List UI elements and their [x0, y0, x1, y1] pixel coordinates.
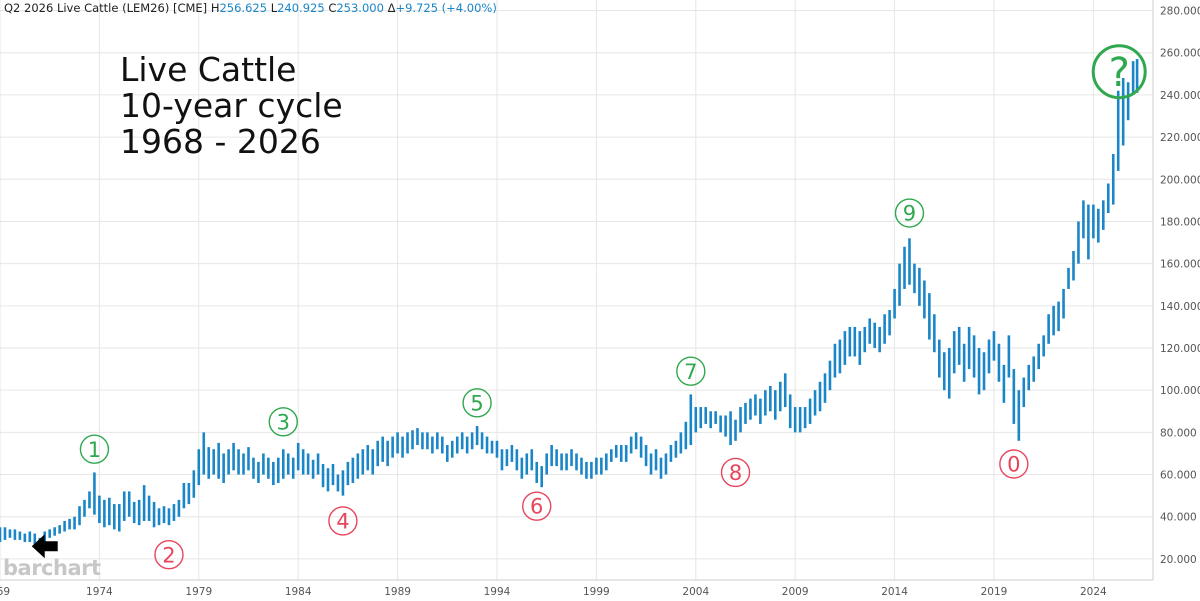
y-tick-label: 140.000 [1160, 301, 1200, 313]
left-arrow-icon [31, 534, 58, 559]
cycle-high-marker-ring [462, 388, 492, 418]
cycle-low-marker-ring [328, 506, 358, 536]
change-value: +9.725 (+4.00%) [395, 1, 497, 15]
cycle-low-marker: 6 [522, 491, 552, 521]
y-tick-label: 260.000 [1160, 48, 1200, 60]
y-tick-label: 120.000 [1160, 343, 1200, 355]
close-label: C [328, 1, 337, 15]
x-tick-label: 1999 [583, 586, 610, 598]
cycle-low-marker-label: 0 [1007, 453, 1020, 477]
cycle-low-marker: 2 [154, 539, 184, 570]
cycle-high-marker-label: 5 [470, 391, 483, 415]
price-bars [0, 59, 1139, 545]
x-tick-label: 1974 [86, 586, 113, 598]
cycle-low-marker-ring [154, 539, 184, 570]
contract-name: Q2 2026 Live Cattle (LEM26) [CME] [4, 1, 208, 15]
low-value: 240.925 [277, 1, 325, 15]
cycle-low-marker: 8 [720, 457, 751, 488]
y-tick-label: 200.000 [1160, 174, 1200, 186]
cycle-high-marker-ring [79, 434, 110, 464]
gridlines [0, 0, 1153, 580]
high-value: 256.625 [219, 1, 268, 15]
x-tick-label: 1979 [185, 586, 212, 598]
barchart-logo: barchart [3, 556, 101, 580]
y-tick-label: 240.000 [1160, 90, 1200, 102]
cycle-high-marker-label: 1 [88, 438, 101, 462]
chart-annotation: Live Cattle 10-year cycle 1968 - 2026 [120, 52, 343, 160]
x-tick-label: 2004 [682, 586, 709, 598]
cycle-low-marker-label: 8 [729, 461, 742, 485]
cycle-question-mark: ? [1091, 44, 1147, 100]
x-tick-label: 1989 [384, 586, 411, 598]
cycle-high-marker: 9 [894, 198, 925, 228]
annotation-line-1: Live Cattle [120, 50, 297, 89]
cycle-low-marker-label: 6 [530, 495, 543, 519]
cycle-high-marker-ring [676, 356, 706, 386]
y-tick-label: 220.000 [1160, 132, 1200, 144]
x-tick-label: 2014 [881, 586, 908, 598]
cycle-low-marker: 0 [999, 449, 1029, 479]
close-value: 253.000 [336, 1, 384, 15]
y-tick-label: 180.000 [1160, 216, 1200, 228]
x-tick-label: 1984 [285, 586, 312, 598]
y-tick-label: 40.000 [1160, 512, 1197, 524]
cycle-question-mark-label: ? [1109, 50, 1130, 96]
cycle-high-marker-ring [268, 407, 298, 437]
x-tick-label: 2009 [782, 586, 809, 598]
high-label: H [210, 1, 220, 15]
x-tick-label: 969 [0, 586, 10, 598]
x-tick-label: 1994 [484, 586, 511, 598]
change-label: Δ [387, 1, 396, 15]
cycle-low-marker-label: 4 [336, 510, 349, 534]
cycle-high-marker: 7 [676, 356, 706, 386]
y-tick-label: 100.000 [1160, 385, 1200, 397]
cycle-high-marker-label: 9 [903, 202, 916, 226]
cycle-high-marker: 5 [462, 388, 492, 418]
y-tick-label: 20.000 [1160, 554, 1197, 566]
y-tick-label: 280.000 [1160, 6, 1200, 18]
x-tick-label: 2024 [1080, 586, 1107, 598]
cycle-high-marker-label: 3 [277, 410, 290, 434]
cycle-low-marker-ring [522, 491, 552, 521]
cycle-markers: 1 3 5 7 9? 2 4 6 8 0 [31, 44, 1147, 570]
low-label: L [270, 1, 278, 15]
cycle-low-marker-ring [999, 449, 1029, 479]
annotation-line-2: 10-year cycle [120, 86, 343, 125]
cycle-high-marker-ring [894, 198, 925, 228]
x-tick-label: 2019 [981, 586, 1008, 598]
cycle-high-marker: 3 [268, 407, 298, 437]
cycle-low-marker-label: 2 [162, 543, 175, 567]
annotation-line-3: 1968 - 2026 [120, 122, 321, 161]
y-tick-label: 80.000 [1160, 427, 1197, 439]
cycle-low-marker: 4 [328, 506, 358, 536]
cycle-high-marker-label: 7 [684, 360, 697, 384]
cycle-question-mark-ring [1091, 44, 1147, 100]
y-tick-label: 60.000 [1160, 470, 1197, 482]
y-tick-label: 160.000 [1160, 259, 1200, 271]
cycle-high-marker: 1 [79, 434, 110, 464]
cycle-low-marker-ring [720, 457, 751, 488]
quote-header: Q2 2026 Live Cattle (LEM26) [CME] H256.6… [4, 1, 497, 15]
